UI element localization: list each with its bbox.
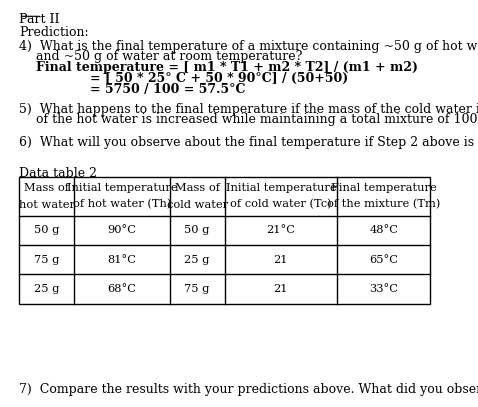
Text: cold water: cold water	[167, 199, 228, 210]
Text: 4)  What is the final temperature of a mixture containing ~50 g of hot water (ab: 4) What is the final temperature of a mi…	[19, 40, 478, 53]
Text: of the hot water is increased while maintaining a total mixture of 100 g?: of the hot water is increased while main…	[36, 113, 478, 126]
Text: 50 g: 50 g	[185, 225, 210, 235]
Text: Initial temperature: Initial temperature	[226, 183, 336, 193]
Text: Mass of: Mass of	[24, 183, 69, 193]
Text: 25 g: 25 g	[185, 255, 210, 265]
Text: 48°C: 48°C	[369, 225, 398, 235]
Text: 75 g: 75 g	[185, 284, 210, 294]
Bar	[19, 177, 430, 304]
Text: Mass of: Mass of	[174, 183, 220, 193]
Text: Part II: Part II	[19, 13, 60, 26]
Text: of hot water (Th): of hot water (Th)	[73, 199, 171, 210]
Text: 6)  What will you observe about the final temperature if Step 2 above is reverse: 6) What will you observe about the final…	[19, 136, 478, 149]
Text: 21: 21	[273, 255, 288, 265]
Text: and ~50 g of water at room temperature?: and ~50 g of water at room temperature?	[36, 50, 302, 63]
Text: Initial temperature: Initial temperature	[66, 183, 177, 193]
Text: Prediction:: Prediction:	[19, 26, 89, 39]
Text: 21: 21	[273, 284, 288, 294]
Text: 7)  Compare the results with your predictions above. What did you observe?: 7) Compare the results with your predict…	[19, 383, 478, 396]
Text: Data table 2: Data table 2	[19, 167, 97, 180]
Text: of the mixture (Tm): of the mixture (Tm)	[327, 199, 440, 210]
Text: 81°C: 81°C	[108, 255, 136, 265]
Text: = 5750 / 100 = 57.5°C: = 5750 / 100 = 57.5°C	[90, 83, 245, 96]
Text: 33°C: 33°C	[369, 284, 398, 294]
Text: 90°C: 90°C	[108, 225, 136, 235]
Text: Final temperature: Final temperature	[331, 183, 436, 193]
Text: 68°C: 68°C	[108, 284, 136, 294]
Text: 50 g: 50 g	[34, 225, 59, 235]
Text: 21°C: 21°C	[266, 225, 295, 235]
Text: 65°C: 65°C	[369, 255, 398, 265]
Text: = [ 50 * 25° C + 50 * 90°C] / (50+50): = [ 50 * 25° C + 50 * 90°C] / (50+50)	[90, 72, 348, 85]
Text: of cold water (Tc): of cold water (Tc)	[230, 199, 332, 210]
Text: 75 g: 75 g	[34, 255, 59, 265]
Text: 5)  What happens to the final temperature if the mass of the cold water is halve: 5) What happens to the final temperature…	[19, 103, 478, 116]
Text: Final temperature = [ m1 * T1 + m2 * T2] / (m1 + m2): Final temperature = [ m1 * T1 + m2 * T2]…	[36, 61, 418, 74]
Text: 25 g: 25 g	[34, 284, 59, 294]
Text: hot water: hot water	[19, 199, 75, 210]
